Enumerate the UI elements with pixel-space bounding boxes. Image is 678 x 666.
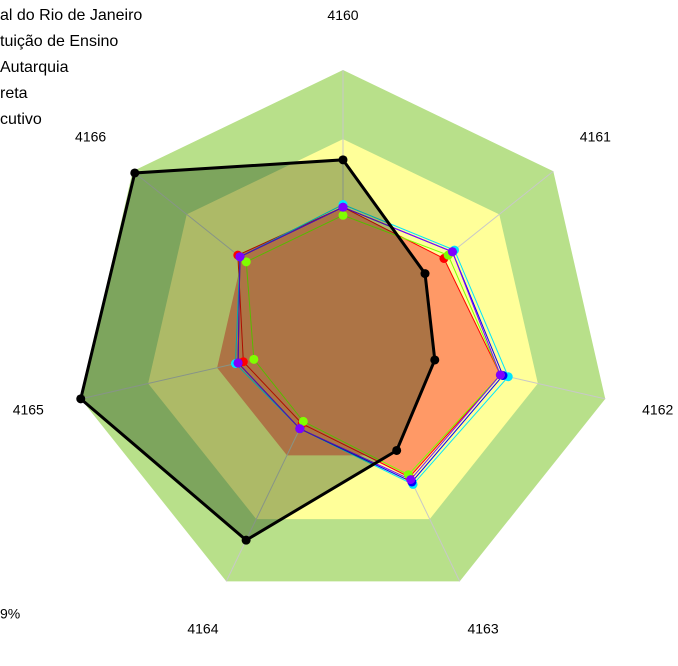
category-label: 4165 — [13, 402, 44, 418]
marker — [235, 252, 245, 262]
legend-label: Autarquia — [0, 59, 69, 76]
marker — [447, 247, 457, 257]
category-label: 4161 — [580, 128, 611, 144]
marker — [338, 202, 348, 212]
marker — [298, 416, 308, 426]
series-line — [237, 206, 501, 478]
marker — [233, 358, 243, 368]
category-label: 4164 — [187, 621, 218, 637]
category-label: 4163 — [467, 621, 498, 637]
marker — [430, 355, 440, 365]
legend-label: al do Rio de Janeiro — [0, 7, 142, 24]
category-label: 4162 — [642, 402, 673, 418]
marker — [295, 424, 305, 434]
annotation: 9% — [0, 606, 20, 622]
marker — [338, 155, 348, 165]
marker — [338, 210, 348, 220]
series-line — [245, 214, 501, 476]
legend-label: tuição de Ensino — [0, 33, 118, 50]
series-line — [237, 206, 501, 481]
category-label: 4160 — [327, 7, 358, 23]
marker — [406, 475, 416, 485]
marker — [392, 445, 402, 455]
category-label: 4166 — [75, 128, 106, 144]
marker — [130, 168, 140, 178]
marker — [76, 394, 86, 404]
marker — [241, 257, 251, 267]
marker — [249, 354, 259, 364]
legend-label: cutivo — [0, 111, 42, 128]
legend-label: reta — [0, 85, 28, 102]
marker — [495, 370, 505, 380]
series-line — [79, 158, 437, 542]
marker — [241, 535, 251, 545]
marker — [420, 269, 430, 279]
